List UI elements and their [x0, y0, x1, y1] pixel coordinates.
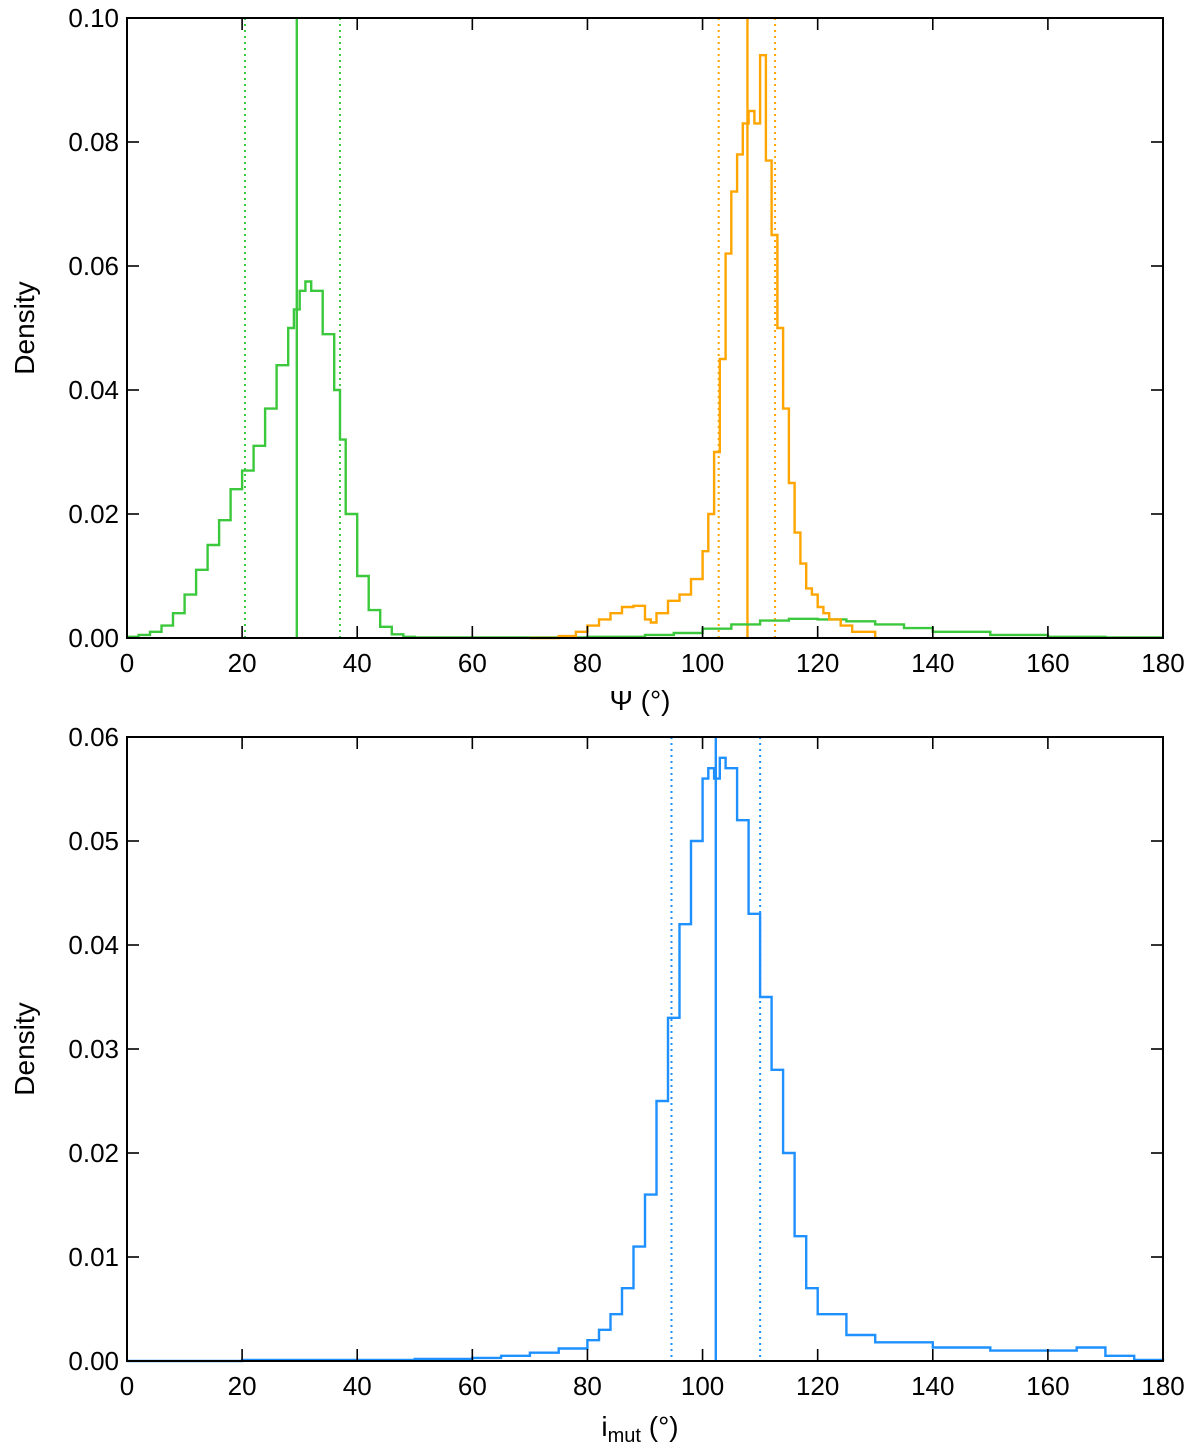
bottom-y-tick-label: 0.01 [68, 1242, 119, 1272]
top-y-tick-label: 0.02 [68, 499, 119, 529]
top-x-tick-label: 140 [911, 648, 954, 678]
top-x-axis-label: Ψ (°) [609, 685, 670, 716]
top-x-tick-label: 60 [458, 648, 487, 678]
bottom-x-tick-label: 20 [228, 1371, 257, 1401]
bottom-y-axis-label: Density [9, 1002, 40, 1095]
bottom-x-tick-label: 60 [458, 1371, 487, 1401]
top-x-tick-label: 80 [573, 648, 602, 678]
bottom-x-tick-label: 0 [120, 1371, 134, 1401]
bottom-x-tick-label: 140 [911, 1371, 954, 1401]
bottom-ticks: 0 20 40 60 80 100 120 140 160 180 0.00 0.01 0.02 0.03… [68, 722, 1184, 1401]
bottom-y-tick-label: 0.04 [68, 930, 119, 960]
top-series-line-0 [127, 280, 1163, 639]
bottom-x-axis-label-unit: (°) [641, 1411, 679, 1442]
top-panel: 0 20 40 60 80 100 120 140 160 180 0.00 0.02 0.04 0.06… [9, 3, 1185, 716]
bottom-series-line-0 [127, 756, 1165, 1363]
bottom-y-tick-label: 0.02 [68, 1138, 119, 1168]
top-y-tick-label: 0.08 [68, 127, 119, 157]
bottom-x-tick-label: 180 [1141, 1371, 1184, 1401]
bottom-y-tick-label: 0.06 [68, 722, 119, 752]
top-x-tick-label: 100 [681, 648, 724, 678]
bottom-series-group [127, 756, 1165, 1363]
bottom-x-tick-label: 120 [796, 1371, 839, 1401]
top-y-tick-label: 0.04 [68, 375, 119, 405]
top-ticks: 0 20 40 60 80 100 120 140 160 180 0.00 0.02 0.04 0.06… [68, 3, 1184, 678]
top-y-tick-label: 0.00 [68, 623, 119, 653]
bottom-x-tick-label: 40 [343, 1371, 372, 1401]
top-x-tick-label: 20 [228, 648, 257, 678]
bottom-reference-lines [670, 737, 762, 1361]
top-plot-frame [126, 17, 1164, 639]
top-y-tick-label: 0.06 [68, 251, 119, 281]
bottom-y-tick-label: 0.03 [68, 1034, 119, 1064]
top-x-tick-label: 160 [1026, 648, 1069, 678]
bottom-x-axis-label-subscript: mut [608, 1425, 642, 1447]
bottom-x-axis-label-main: i [601, 1411, 607, 1442]
top-y-tick-label: 0.10 [68, 3, 119, 33]
top-x-tick-label: 180 [1141, 648, 1184, 678]
top-y-axis-label: Density [9, 281, 40, 374]
bottom-x-axis-label: imut (°) [601, 1411, 678, 1447]
top-x-tick-label: 0 [120, 648, 134, 678]
top-series-group [127, 54, 1163, 640]
bottom-x-tick-label: 100 [681, 1371, 724, 1401]
bottom-x-tick-label: 160 [1026, 1371, 1069, 1401]
top-x-tick-label: 120 [796, 648, 839, 678]
top-x-tick-label: 40 [343, 648, 372, 678]
bottom-plot-frame [126, 736, 1164, 1362]
bottom-x-tick-label: 80 [573, 1371, 602, 1401]
bottom-y-tick-label: 0.00 [68, 1346, 119, 1376]
top-series-line-1 [529, 54, 877, 640]
bottom-y-tick-label: 0.05 [68, 826, 119, 856]
top-reference-lines [243, 18, 777, 638]
bottom-panel: 0 20 40 60 80 100 120 140 160 180 0.00 0.01 0.02 0.03… [9, 722, 1185, 1447]
